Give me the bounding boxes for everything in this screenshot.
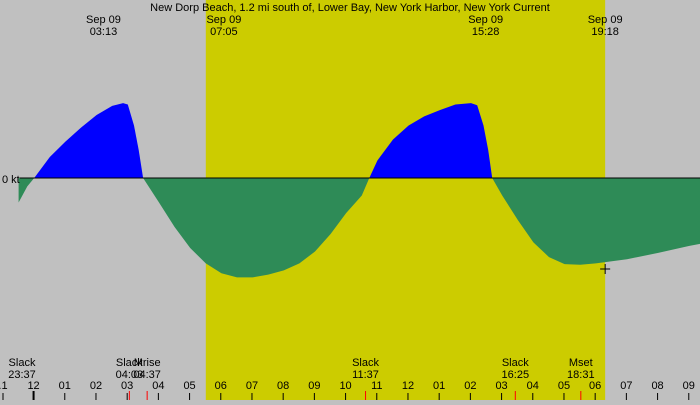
event-label-3: Slack: [352, 357, 379, 369]
hour-tick-label-9: 08: [277, 380, 289, 392]
flood-area-1: [34, 103, 144, 178]
hour-tick-label-4: 03: [121, 380, 133, 392]
hour-tick-label-3: 02: [90, 380, 102, 392]
event-label-5: Mset: [569, 357, 593, 369]
top-time-label-1: 07:05: [210, 26, 238, 38]
ebb-area-0: [18, 178, 35, 203]
top-date-label-1: Sep 09: [206, 14, 241, 26]
hour-tick-label-13: 12: [402, 380, 414, 392]
top-date-label-3: Sep 09: [588, 14, 623, 26]
hour-tick-label-15: 02: [464, 380, 476, 392]
ebb-area-4: [492, 178, 700, 265]
event-label-0: Slack: [9, 357, 36, 369]
bottom-events: Slack23:37Slack04:03Mrise04:37Slack11:37…: [8, 357, 595, 400]
hour-tick-label-12: 11: [371, 380, 382, 392]
flood-area-3: [369, 103, 493, 178]
top-time-label-2: 15:28: [472, 26, 500, 38]
hour-tick-label-1: 12: [27, 380, 39, 392]
hour-tick-label-14: 01: [433, 380, 445, 392]
top-date-label-2: Sep 09: [468, 14, 503, 26]
event-time-0: 23:37: [8, 369, 36, 381]
hour-tick-label-5: 04: [152, 380, 164, 392]
hour-tick-label-10: 09: [308, 380, 320, 392]
hour-axis: .1 12 01 02 03 04 05 06 07 08 09 10 11 12 01 02 03 04 05 06…: [0, 380, 695, 400]
event-label-1: Slack: [116, 357, 143, 369]
hour-tick-label-20: 07: [620, 380, 632, 392]
event-time-2: 04:37: [133, 369, 161, 381]
hour-tick-label-6: 05: [183, 380, 195, 392]
top-time-label-3: 19:18: [591, 26, 619, 38]
ebb-area-2: [143, 178, 370, 278]
zero-kt-label: 0 kt: [2, 174, 20, 186]
hour-tick-label-8: 07: [246, 380, 258, 392]
midnight-marker: [32, 391, 35, 400]
hour-tick-label-11: 10: [339, 380, 351, 392]
chart-title: New Dorp Beach, 1.2 mi south of, Lower B…: [150, 2, 550, 14]
hour-tick-label-17: 04: [527, 380, 539, 392]
hour-tick-label-7: 06: [215, 380, 227, 392]
hour-tick-label-0: .1: [0, 380, 8, 392]
top-date-label-0: Sep 09: [86, 14, 121, 26]
hour-tick-label-2: 01: [59, 380, 71, 392]
hour-tick-label-22: 09: [683, 380, 695, 392]
event-label-2: Mrise: [134, 357, 161, 369]
hour-tick-label-19: 06: [589, 380, 601, 392]
event-time-3: 11:37: [352, 369, 379, 381]
current-areas: [18, 103, 700, 278]
event-label-4: Slack: [502, 357, 529, 369]
position-marker: [600, 264, 611, 274]
event-time-4: 16:25: [502, 369, 530, 381]
top-time-label-0: 03:13: [90, 26, 118, 38]
event-time-5: 18:31: [567, 369, 595, 381]
hour-tick-label-18: 05: [558, 380, 570, 392]
hour-tick-label-16: 03: [495, 380, 507, 392]
hour-tick-label-21: 08: [651, 380, 663, 392]
event-time-1: 04:03: [116, 369, 144, 381]
